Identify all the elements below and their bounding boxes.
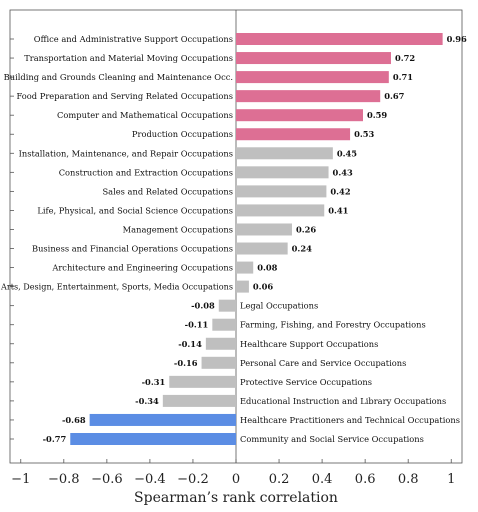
category-label: Food Preparation and Serving Related Occ… [17,91,234,101]
bars-group [70,33,443,445]
x-tick-label: −0.2 [177,472,209,487]
value-label: -0.14 [178,339,202,349]
category-label: Life, Physical, and Social Science Occup… [37,205,233,215]
category-label: Personal Care and Service Occupations [240,358,406,368]
category-label: Production Occupations [132,129,233,139]
bar [236,261,254,274]
x-tick-label: 0.2 [269,472,290,487]
bar [236,33,443,45]
x-tick-label: 0.8 [398,472,419,487]
value-label: 0.08 [257,263,277,273]
category-label: Educational Instruction and Library Occu… [240,396,446,406]
bar [70,433,237,445]
value-labels-group: 0.96 0.72 0.71 0.67 0.59 0.53 0.45 0.43 0.42 0.41… [43,34,467,444]
x-tick-label: −0.8 [48,472,80,487]
value-label: 0.59 [367,110,387,120]
x-axis-ticks: −1 −0.8 −0.6 −0.4 −0.2 0 0.2 0.4 0.6 0.8 1 [11,459,455,487]
bar [212,318,236,331]
value-label: 0.71 [393,72,413,82]
category-label: Transportation and Material Moving Occup… [24,53,233,63]
value-label: 0.24 [292,244,312,254]
category-label: Computer and Mathematical Occupations [57,110,233,120]
value-label: -0.77 [43,434,67,444]
x-tick-label: −1 [11,472,30,487]
bar [236,204,325,217]
category-label: Healthcare Practitioners and Technical O… [240,415,460,425]
bar [236,90,381,103]
category-label: Business and Financial Operations Occupa… [32,244,233,254]
value-label: -0.34 [135,396,159,406]
value-label: -0.16 [174,358,198,368]
category-label: Legal Occupations [240,301,318,311]
category-labels-group: Office and Administrative Support Occupa… [0,34,460,444]
bar [236,223,292,236]
category-label: Management Occupations [123,224,233,234]
bar [236,71,389,84]
bar [236,185,327,198]
category-label: Farming, Fishing, and Forestry Occupatio… [240,320,426,330]
category-label: Protective Service Occupations [240,377,372,387]
value-label: 0.96 [447,34,467,44]
bar [218,299,236,312]
bar [236,166,329,179]
x-tick-label: 1 [447,472,455,487]
value-label: -0.31 [142,377,166,387]
value-label: 0.06 [253,282,273,292]
bar [201,356,236,369]
value-label: -0.08 [191,301,215,311]
value-label: 0.26 [296,224,316,234]
bar [236,109,363,122]
x-tick-label: 0 [232,472,240,487]
value-label: 0.72 [395,53,415,63]
category-label: Installation, Maintenance, and Repair Oc… [19,148,233,158]
category-label: Healthcare Support Occupations [240,339,378,349]
x-tick-label: −0.4 [134,472,166,487]
category-label: Office and Administrative Support Occupa… [34,34,233,44]
bar [236,52,391,65]
value-label: -0.68 [62,415,86,425]
category-label: Arts, Design, Entertainment, Sports, Med… [0,282,233,292]
left-axis-ticks [10,38,14,440]
bar [169,375,236,388]
value-label: 0.53 [354,129,374,139]
x-tick-label: 0.6 [355,472,376,487]
category-label: Building and Grounds Cleaning and Mainte… [4,72,233,82]
value-label: 0.42 [330,186,350,196]
bar [236,147,333,160]
value-label: 0.45 [337,148,357,158]
x-axis-title: Spearman’s rank correlation [134,490,338,506]
x-tick-label: 0.4 [312,472,333,487]
category-label: Community and Social Service Occupations [240,434,424,444]
bar [236,242,288,255]
bar [236,128,351,141]
category-label: Sales and Related Occupations [102,186,233,196]
bar [162,394,236,407]
value-label: -0.11 [185,320,209,330]
value-label: 0.67 [384,91,404,101]
value-label: 0.41 [328,205,348,215]
value-label: 0.43 [333,167,353,177]
x-tick-label: −0.6 [91,472,123,487]
bar [205,337,236,350]
category-label: Architecture and Engineering Occupations [51,263,233,273]
bar [236,280,249,293]
bar [89,413,236,426]
category-label: Construction and Extraction Occupations [59,167,233,177]
